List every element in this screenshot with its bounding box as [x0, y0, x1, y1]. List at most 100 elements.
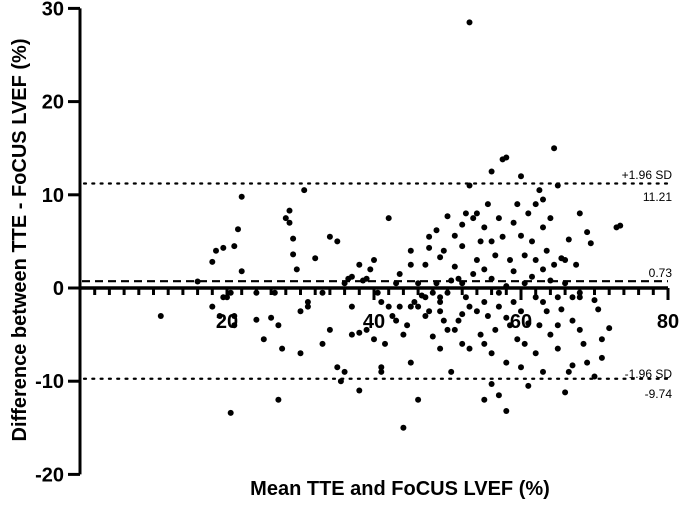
data-point — [529, 273, 535, 280]
data-point — [348, 303, 355, 310]
data-point — [253, 316, 260, 323]
data-point — [558, 306, 565, 313]
data-point — [617, 222, 624, 229]
data-point — [279, 345, 286, 352]
data-point — [363, 326, 370, 333]
x-axis-label: Mean TTE and FoCUS LVEF (%) — [250, 478, 550, 500]
data-point — [378, 368, 385, 375]
data-point — [525, 210, 532, 217]
data-point — [209, 303, 216, 310]
data-point — [275, 396, 282, 403]
data-point — [554, 294, 561, 301]
data-point — [470, 215, 477, 222]
data-point — [540, 299, 546, 305]
data-point — [554, 322, 561, 329]
data-point — [400, 424, 407, 431]
data-point — [426, 244, 433, 251]
data-point — [459, 280, 466, 287]
data-point — [507, 257, 513, 263]
data-point — [407, 359, 414, 366]
data-point — [444, 213, 451, 220]
data-point — [334, 238, 341, 245]
data-point — [518, 232, 524, 239]
data-point — [227, 409, 234, 416]
data-point — [213, 247, 219, 254]
data-point — [562, 389, 569, 396]
data-point — [275, 322, 282, 329]
data-point — [348, 331, 355, 338]
data-point — [495, 303, 502, 310]
data-point — [371, 336, 377, 343]
data-point — [407, 303, 414, 310]
data-point — [466, 182, 473, 189]
data-point — [576, 210, 583, 217]
data-point — [580, 340, 587, 347]
data-point — [551, 145, 558, 152]
data-point — [554, 182, 561, 189]
data-point — [536, 322, 543, 329]
data-point — [415, 303, 422, 310]
data-point — [576, 289, 583, 296]
data-point — [547, 215, 554, 222]
data-point — [532, 294, 539, 301]
data-point — [518, 173, 524, 180]
upper-loa-label: +1.96 SD — [621, 168, 672, 182]
data-point — [576, 294, 583, 301]
data-point — [157, 313, 164, 319]
y-tick-label: 30 — [42, 0, 64, 20]
data-point — [547, 331, 554, 338]
data-point — [231, 322, 238, 329]
data-point — [444, 289, 451, 296]
data-point — [385, 215, 392, 222]
data-point — [437, 294, 444, 301]
data-point — [466, 19, 473, 26]
data-point — [440, 247, 447, 254]
data-point — [231, 313, 238, 319]
data-point — [507, 322, 513, 329]
data-point — [587, 240, 594, 247]
data-point — [422, 313, 429, 319]
data-point — [433, 227, 440, 234]
x-tick-label: 80 — [657, 311, 679, 333]
data-point — [569, 362, 576, 369]
data-point — [488, 275, 495, 282]
data-point — [521, 340, 528, 347]
data-point — [481, 266, 488, 273]
data-point — [238, 268, 245, 275]
y-tick-label: 20 — [42, 92, 64, 114]
data-point — [451, 232, 458, 239]
data-point — [481, 340, 488, 347]
y-tick-label: 10 — [42, 185, 64, 207]
y-tick-label: 0 — [53, 278, 64, 300]
data-point — [503, 154, 510, 161]
data-point — [565, 368, 572, 375]
data-point — [389, 313, 396, 319]
data-point — [297, 308, 304, 315]
data-point — [304, 299, 311, 305]
data-point — [451, 326, 458, 333]
data-point — [525, 382, 532, 389]
data-point — [396, 271, 403, 277]
data-point — [374, 289, 381, 296]
data-point — [231, 243, 238, 250]
data-point — [510, 219, 517, 226]
data-point — [477, 331, 484, 338]
data-point — [532, 201, 539, 208]
data-points — [157, 19, 624, 431]
data-point — [440, 317, 447, 324]
reference-lines — [82, 182, 670, 380]
data-point — [422, 294, 429, 301]
data-point — [356, 261, 363, 268]
data-point — [411, 299, 418, 305]
data-point — [356, 387, 363, 394]
data-point — [551, 261, 558, 268]
data-point — [260, 336, 267, 343]
data-point — [514, 201, 521, 208]
lower-loa-label: -1.96 SD — [624, 367, 672, 381]
data-point — [393, 317, 400, 324]
data-point — [415, 396, 422, 403]
data-point — [540, 266, 546, 273]
data-point — [194, 278, 201, 285]
data-point — [348, 273, 355, 280]
